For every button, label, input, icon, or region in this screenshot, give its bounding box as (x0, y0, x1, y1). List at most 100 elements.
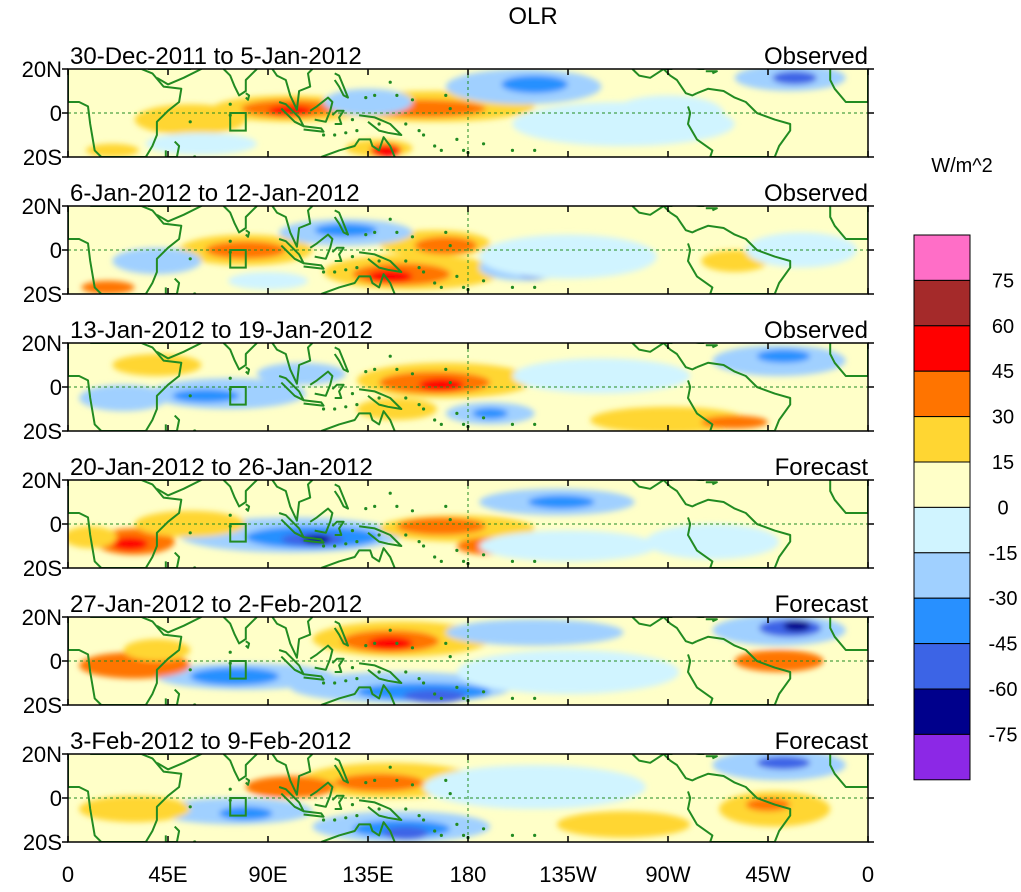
coastlines (68, 69, 868, 157)
island-marker (417, 677, 421, 681)
island-marker (373, 93, 377, 97)
island-marker (188, 668, 192, 672)
coastline-hispaniola (705, 618, 718, 623)
coastline-india (222, 343, 258, 371)
panel-period-label: 20-Jan-2012 to 26-Jan-2012 (70, 454, 373, 481)
island-marker (377, 533, 381, 537)
panel-6: 20N 0 20S 3-Feb-2012 to 9-Feb-2012 Forecast (22, 728, 874, 855)
coastline-philippines (333, 620, 349, 647)
colorbar-swatch (913, 234, 971, 281)
island-marker (355, 266, 359, 270)
olr-anomaly-blob (256, 362, 346, 385)
island-marker (188, 120, 192, 124)
island-marker (388, 628, 392, 632)
panel-kind-label: Observed (764, 317, 868, 344)
coastline-hispaniola (705, 344, 718, 349)
olr-anomaly-blob (112, 354, 202, 376)
island-marker (377, 670, 381, 674)
island-marker (355, 814, 359, 818)
island-marker (364, 370, 368, 374)
lat-label: 20S (23, 282, 62, 307)
coastlines (68, 343, 868, 431)
coastline-arabia (148, 754, 203, 771)
island-marker (444, 778, 448, 783)
coastline-africa (68, 480, 183, 568)
coastline-africa (68, 754, 183, 842)
island-marker (228, 513, 232, 517)
panel-2: 20N 0 20S 6-Jan-2012 to 12-Jan-2012 Observed (22, 180, 874, 307)
island-marker (481, 279, 486, 283)
lon-label: 180 (450, 862, 487, 887)
lon-label: 45W (745, 862, 790, 887)
island-marker (410, 646, 415, 650)
island-marker (377, 259, 381, 263)
lon-label: 135E (342, 862, 393, 887)
anomaly-field (68, 617, 868, 705)
coastline-madagascar (164, 825, 181, 842)
coastline-c-america (662, 754, 698, 782)
island-marker (410, 783, 415, 787)
lat-label: 20S (23, 145, 62, 170)
olr-anomaly-blob (383, 826, 428, 840)
coastline-s-america (687, 361, 792, 431)
coastline-hispaniola (705, 755, 718, 760)
coastline-australia (320, 821, 396, 842)
coastline-sulawesi (331, 246, 345, 262)
anomaly-field (68, 480, 868, 568)
anomaly-field (68, 754, 868, 842)
island-marker (364, 233, 368, 237)
island-marker (355, 129, 359, 133)
coastline-mexico (631, 206, 673, 216)
olr-anomaly-blob (190, 667, 280, 686)
coastline-srilanka (245, 92, 251, 101)
island-marker (448, 244, 452, 248)
lat-label: 20S (23, 419, 62, 444)
island-marker (448, 107, 452, 111)
island-marker (461, 833, 466, 838)
panels-group: 20N 0 20S 30-Dec-2011 to 5-Jan-2012 Observed… (22, 43, 874, 855)
colorbar-swatch (913, 325, 971, 372)
panel-4: 20N 0 20S 20-Jan-2012 to 26-Jan-2012 Forecas… (22, 454, 874, 581)
coastlines (68, 754, 868, 842)
coastline-s-america (687, 772, 792, 842)
island-marker (364, 96, 368, 100)
island-marker (448, 381, 452, 385)
coastline-se-asia (271, 343, 314, 385)
coastline-c-america (662, 343, 698, 371)
island-marker (533, 148, 537, 152)
island-marker (510, 696, 515, 701)
island-marker (448, 655, 452, 659)
island-marker (461, 696, 466, 701)
island-marker (404, 533, 408, 537)
island-marker (388, 217, 392, 221)
island-marker (455, 685, 459, 690)
coastlines (68, 617, 868, 705)
island-marker (350, 666, 355, 670)
olr-anomaly-blob (734, 650, 824, 672)
olr-anomaly-blob (134, 104, 246, 135)
olr-anomaly-blob (419, 378, 464, 392)
island-marker (433, 418, 437, 422)
panel-3: 20N 0 20S 13-Jan-2012 to 19-Jan-2012 Observe… (22, 317, 874, 444)
island-marker (404, 122, 408, 126)
island-marker (444, 504, 448, 508)
coastline-se-asia (271, 69, 314, 111)
island-marker (333, 133, 337, 137)
olr-anomaly-blob (79, 795, 191, 823)
colorbar-tick-label: 15 (992, 452, 1014, 474)
island-marker (481, 142, 486, 146)
island-marker (448, 518, 452, 522)
olr-anomaly-blob (81, 280, 135, 294)
coastline-borneo (309, 96, 334, 123)
coastline-sumatra (278, 375, 305, 402)
coastline-sumatra (278, 238, 305, 265)
coastline-india (222, 480, 258, 508)
coastline-srilanka (245, 366, 251, 375)
island-marker (461, 285, 466, 289)
island-marker (373, 230, 377, 234)
island-marker (510, 148, 515, 152)
island-marker (481, 416, 486, 420)
coastline-srilanka (245, 229, 251, 238)
lat-label: 20N (22, 605, 62, 630)
